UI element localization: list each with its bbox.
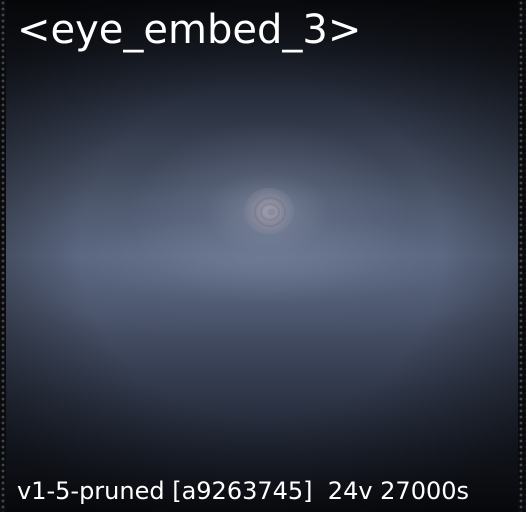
model-info-caption: v1-5-pruned [a9263745] 24v 27000s <box>17 477 470 505</box>
generated-image <box>6 0 518 512</box>
vignette <box>6 0 518 512</box>
eye-shape <box>244 188 294 234</box>
left-edge-border <box>0 0 6 512</box>
embedding-title: <eye_embed_3> <box>17 7 362 53</box>
right-edge-border <box>518 0 526 512</box>
